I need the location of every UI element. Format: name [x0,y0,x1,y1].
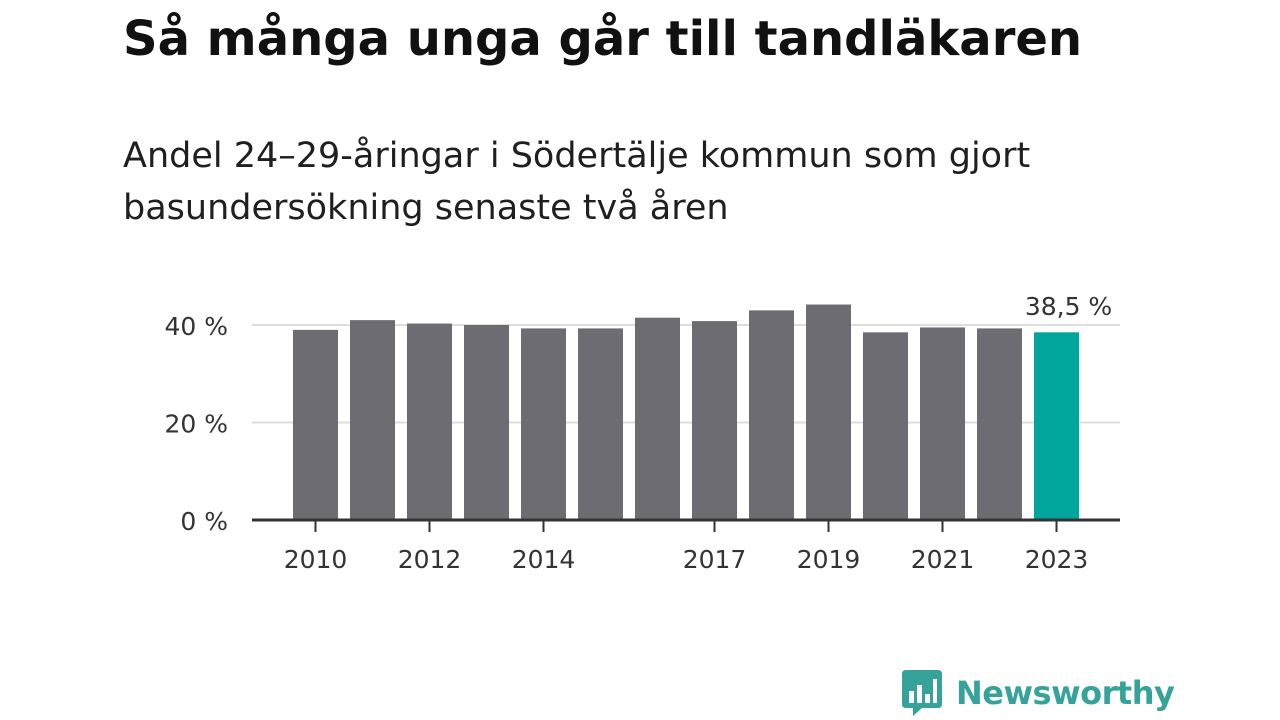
bar-chart: 0 % 20 % 40 % 2010 2012 2014 2017 2019 2021 2023 3… [164,292,1120,574]
newsworthy-wordmark: Newsworthy [956,674,1175,712]
y-tick-label: 40 % [164,312,228,341]
chart-title: Så många unga går till tandläkaren [123,11,1083,67]
bar [635,317,680,520]
labels: 0 % 20 % 40 % 2010 2012 2014 2017 2019 2021 2023 3… [164,292,1112,574]
bar [863,332,908,520]
bar [521,328,566,520]
x-tick-label: 2023 [1025,545,1089,574]
bar [806,304,851,520]
newsworthy-logo-icon [902,670,942,716]
highlight-value-label: 38,5 % [1025,292,1112,321]
newsworthy-logo: Newsworthy [902,670,1175,716]
axes [252,518,1120,532]
bar [692,321,737,520]
gridlines [252,324,1120,424]
chart-subtitle: Andel 24–29-åringar i Södertälje kommun … [123,136,1031,228]
x-tick-label: 2019 [797,545,861,574]
x-tick-label: 2021 [911,545,975,574]
bar [293,329,338,520]
x-tick-label: 2017 [683,545,747,574]
bar [407,323,452,520]
bar [464,325,509,520]
x-tick-label: 2014 [512,545,576,574]
bar [920,327,965,520]
y-tick-label: 0 % [180,507,228,536]
bar-highlight [1034,332,1079,520]
bar [578,328,623,520]
x-tick-label: 2012 [398,545,462,574]
bar [749,310,794,520]
bar [350,320,395,520]
bars [293,304,1079,520]
y-tick-label: 20 % [164,410,228,439]
bar [977,328,1022,520]
x-tick-label: 2010 [284,545,348,574]
